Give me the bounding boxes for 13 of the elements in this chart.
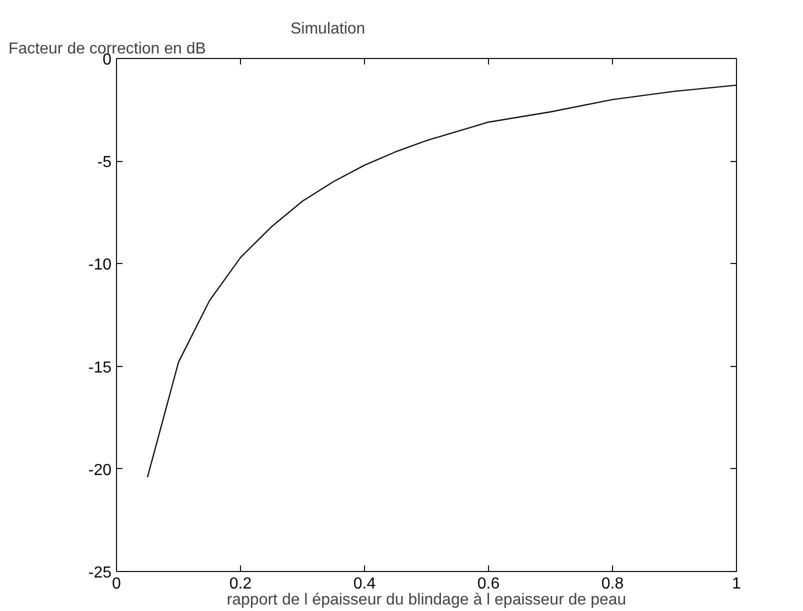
chart-title: Simulation xyxy=(290,20,366,38)
x-axis-title: rapport de l épaisseur du blindage à l epaisseur de peau xyxy=(226,592,626,608)
y-tick-label: -15 xyxy=(88,359,112,376)
x-tick-label: 0.4 xyxy=(353,576,376,592)
x-tick-label: 0.8 xyxy=(601,576,624,592)
line-series xyxy=(146,84,736,478)
x-tick-label: 0.6 xyxy=(477,576,500,592)
y-tick-label: -25 xyxy=(88,564,112,582)
x-tick-label: 1 xyxy=(732,576,742,592)
y-tick-label: -5 xyxy=(97,154,112,172)
y-tick-label: -10 xyxy=(88,256,112,274)
x-tick-label: 0.2 xyxy=(229,576,252,592)
y-tick-label: -20 xyxy=(88,462,112,479)
